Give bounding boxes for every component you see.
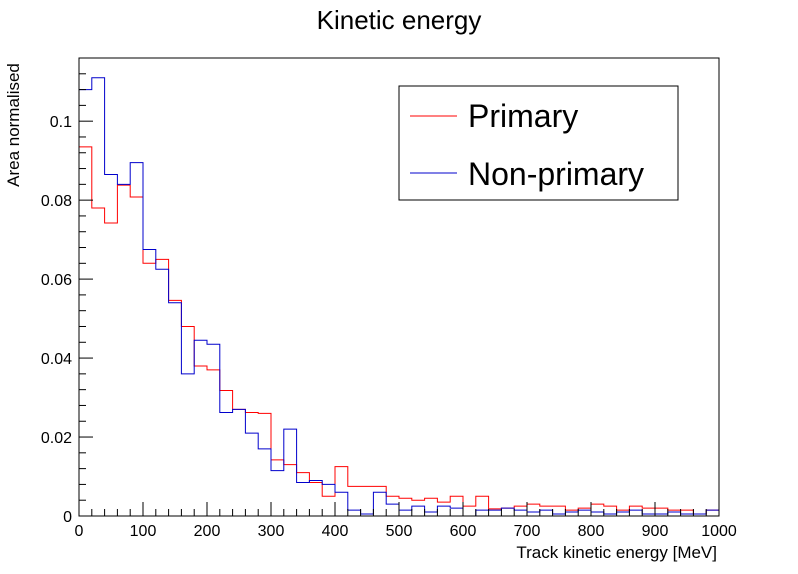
chart-title: Kinetic energy: [317, 5, 482, 35]
x-tick-label: 100: [130, 523, 157, 540]
y-axis-label: Area normalised: [4, 63, 23, 187]
y-tick-label: 0: [63, 509, 72, 526]
legend-label-primary: Primary: [468, 98, 578, 134]
x-axis: 0 100 200 300 400 500 600 700 800 900 1000: [75, 502, 737, 540]
x-tick-label: 300: [258, 523, 285, 540]
x-tick-label: 500: [386, 523, 413, 540]
series-primary: [79, 146, 719, 515]
legend-label-non-primary: Non-primary: [468, 156, 644, 192]
x-tick-label: 600: [450, 523, 477, 540]
legend-box: [398, 85, 679, 201]
x-tick-label: 400: [322, 523, 349, 540]
x-tick-label: 700: [514, 523, 541, 540]
y-tick-label: 0.04: [41, 351, 72, 368]
x-axis-label: Track kinetic energy [MeV]: [516, 543, 717, 562]
y-tick-label: 0.02: [41, 430, 72, 447]
y-tick-label: 0.06: [41, 272, 72, 289]
x-tick-label: 900: [642, 523, 669, 540]
x-tick-label: 1000: [701, 523, 737, 540]
x-tick-label: 0: [75, 523, 84, 540]
x-tick-label: 800: [578, 523, 605, 540]
y-axis: 0 0.02 0.04 0.06 0.08 0.1: [41, 57, 93, 526]
y-tick-label: 0.08: [41, 193, 72, 210]
x-tick-label: 200: [194, 523, 221, 540]
legend: Primary Non-primary: [398, 85, 679, 201]
y-tick-label: 0.1: [50, 114, 72, 131]
